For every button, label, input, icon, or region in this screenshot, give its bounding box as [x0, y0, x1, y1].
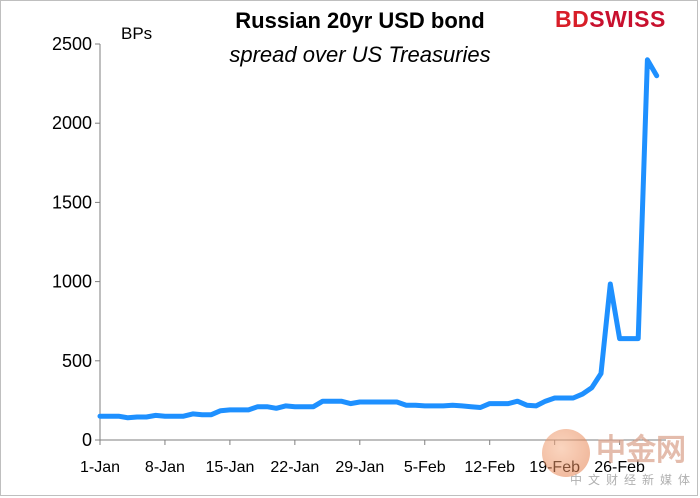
watermark-subtext: 中文财经新媒体: [570, 473, 697, 487]
brand-logo-part2: SWISS: [589, 6, 666, 32]
y-tick-label: 500: [62, 351, 92, 371]
x-tick-label: 5-Feb: [404, 459, 446, 476]
series-line-bond-spread: [97, 57, 660, 421]
x-tick-label: 22-Jan: [270, 459, 319, 476]
watermark-logo-icon: [542, 429, 590, 477]
x-tick-label: 12-Feb: [464, 459, 515, 476]
y-tick-label: 2500: [52, 34, 92, 54]
y-tick-label: 1500: [52, 192, 92, 212]
chart-subtitle: spread over US Treasuries: [229, 42, 491, 67]
x-tick-label: 15-Jan: [205, 459, 254, 476]
watermark: 中金网 中文财经新媒体: [540, 425, 700, 495]
y-tick-label: 1000: [52, 272, 92, 292]
tick-labels: 0 500 1000 1500 2000 2500 1-Jan 8-Jan 15-Jan 22-J…: [52, 34, 645, 476]
axes: [95, 43, 666, 445]
y-tick-label: 2000: [52, 113, 92, 133]
x-tick-label: 8-Jan: [145, 459, 185, 476]
watermark-text: 中金网: [596, 433, 686, 468]
x-tick-label: 29-Jan: [335, 459, 384, 476]
x-tick-label: 1-Jan: [80, 459, 120, 476]
brand-logo: BDSWISS: [555, 6, 666, 33]
y-tick-label: 0: [82, 430, 92, 450]
y-axis-unit-label: BPs: [121, 24, 153, 43]
chart-title: Russian 20yr USD bond: [235, 8, 485, 33]
x-tick-label: 26-Feb: [594, 459, 645, 476]
brand-logo-part1: BD: [555, 6, 590, 32]
